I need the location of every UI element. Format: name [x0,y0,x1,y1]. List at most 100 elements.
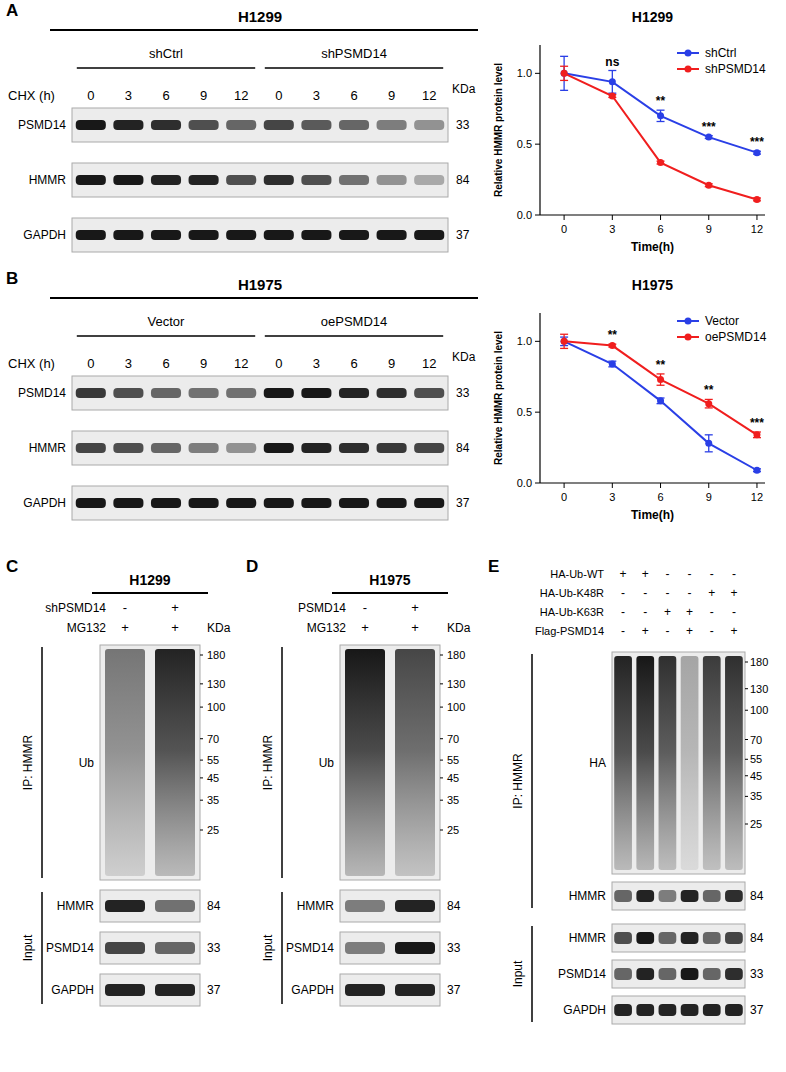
marker-tick [200,683,203,684]
band [345,900,385,912]
error-bar [560,56,568,90]
treatment-sign: + [686,624,693,638]
point [657,112,664,119]
marker-tick [745,824,748,825]
marker-tick [440,655,443,656]
treatment-sign: - [643,605,647,619]
protein-label: PSMD14 [286,941,334,955]
group-rule [265,67,443,69]
group-label: oePSMD14 [321,314,387,329]
kda-label: 37 [207,983,221,997]
kda-label: 37 [750,1003,764,1017]
x-tick [564,215,565,220]
band [681,968,699,980]
treatment-sign: - [123,600,127,615]
time-label: 0 [87,88,94,103]
treatment-sign: + [361,620,369,635]
condition-label: CHX (h) [8,356,55,371]
kda-label: 84 [456,173,470,187]
panel-letter: E [488,557,499,576]
blot-box [340,932,440,964]
ubiquitin-smear [155,649,195,876]
time-label: 3 [313,88,320,103]
significance: ** [608,328,618,342]
marker-tick [745,739,748,740]
band [345,942,385,954]
protein-label: HMMR [29,441,67,455]
treatment-label: PSMD14 [298,601,346,615]
x-tick [708,215,709,220]
band [301,230,331,240]
point [657,397,664,404]
blot-box [100,645,200,880]
treatment-sign: - [688,567,692,581]
treatment-sign: - [732,605,736,619]
kda-label: 84 [207,899,221,913]
ubiquitin-smear [681,656,699,870]
band [264,120,294,130]
error-cap [657,373,665,374]
marker-label: 70 [750,734,762,746]
time-label: 3 [125,356,132,371]
protein-label: HMMR [569,889,607,903]
bracket [41,892,43,1004]
marker-tick [200,707,203,708]
ubiquitin-smear [725,656,743,870]
marker-label: 180 [447,649,465,661]
bracket [281,647,283,878]
band [636,968,654,980]
protein-label: GAPDH [23,496,66,510]
band [395,900,435,912]
legend-marker [685,66,692,73]
legend-item: oePSMD14 [677,330,767,344]
kda-label: 37 [447,983,461,997]
band [264,443,294,453]
band [151,388,181,398]
blot-box [612,924,745,952]
band [76,175,106,185]
y-tick-label: 1.0 [517,67,532,79]
cell-line-title: H1299 [238,8,282,25]
blot-box [340,974,440,1006]
marker-tick [440,830,443,831]
error-cap [608,70,616,71]
band [301,120,331,130]
treatment-sign: - [621,624,625,638]
band [703,890,721,902]
band [377,388,407,398]
band [301,388,331,398]
band [681,890,699,902]
time-label: 6 [350,88,357,103]
band [151,230,181,240]
band [414,175,444,185]
blot-box [340,645,440,880]
point [753,196,760,203]
protein-label: GAPDH [563,1003,606,1017]
band [395,984,435,996]
point [705,440,712,447]
band [725,932,743,944]
band [659,1004,677,1016]
bracket [531,654,533,908]
band [614,932,632,944]
treatment-sign: - [710,605,714,619]
kda-label: 33 [447,941,461,955]
marker-label: 35 [207,794,219,806]
legend-label: Vector [705,314,739,328]
point [609,342,616,349]
treatment-sign: - [665,624,669,638]
kda-label: 37 [456,496,470,510]
marker-label: 45 [447,772,459,784]
time-label: 0 [275,88,282,103]
error-cap [560,66,568,67]
legend-label: shPSMD14 [705,62,766,76]
legend-item: Vector [677,314,739,328]
x-axis [540,214,765,215]
marker-label: 100 [207,701,225,713]
y-tick [535,483,540,484]
band [189,498,219,508]
band [414,388,444,398]
group-rule [77,335,255,337]
plot-area [560,56,761,203]
treatment-label: MG132 [67,621,107,635]
